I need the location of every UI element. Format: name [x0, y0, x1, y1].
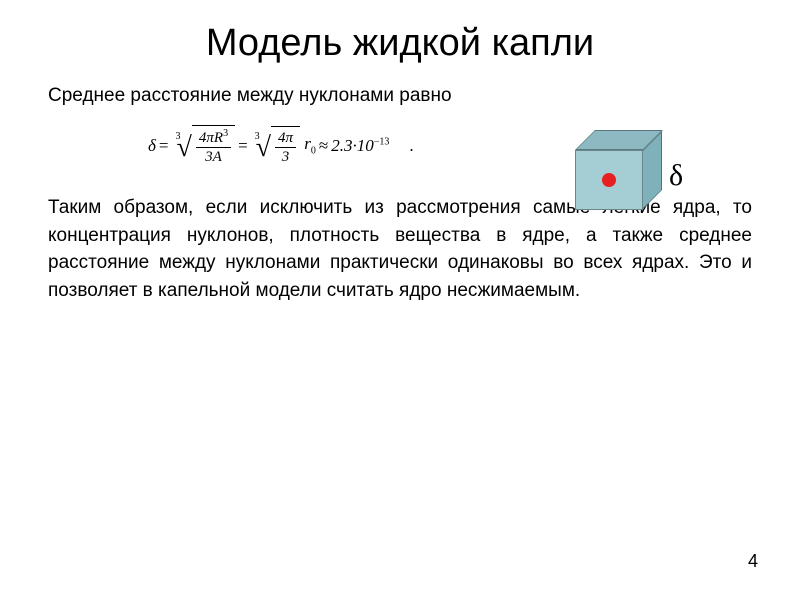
- page-number: 4: [748, 551, 758, 572]
- f1-num-exp: 3: [223, 128, 228, 139]
- cube-root-2: 3 √ 4π 3: [251, 126, 300, 166]
- f2-num-b: π: [286, 130, 294, 146]
- formula-period: .: [389, 136, 413, 156]
- nucleon-dot: [602, 173, 616, 187]
- intro-text: Среднее расстояние между нуклонами равно: [48, 85, 752, 107]
- surd-1: √: [177, 134, 192, 162]
- formula-lhs: δ: [148, 136, 156, 156]
- f2-num-a: 4: [278, 130, 286, 146]
- radicand-1: 4πR3 3A: [192, 125, 235, 166]
- result-value: 2.3·10−13: [331, 136, 389, 156]
- f1-den-a: 3: [205, 149, 213, 165]
- delta-label: δ: [669, 159, 683, 193]
- f1-num-b: π: [206, 130, 214, 146]
- equals-1: =: [156, 136, 172, 156]
- f1-den-b: A: [213, 149, 222, 165]
- cube-shape: [575, 130, 655, 210]
- surd-2: √: [256, 134, 271, 162]
- f1-num-c: R: [214, 130, 223, 146]
- approx: ≈: [316, 136, 331, 156]
- cube-front-face: [575, 150, 643, 210]
- cube-root-1: 3 √ 4πR3 3A: [172, 125, 236, 166]
- f2-den: 3: [279, 148, 293, 166]
- formula: δ = 3 √ 4πR3 3A = 3: [148, 125, 414, 166]
- radicand-2: 4π 3: [271, 126, 300, 166]
- slide-title: Модель жидкой капли: [0, 0, 800, 85]
- equals-2: =: [235, 136, 251, 156]
- value-exp: −13: [374, 136, 390, 147]
- r0: r0: [300, 134, 316, 156]
- frac-1: 4πR3 3A: [196, 128, 231, 166]
- frac-2: 4π 3: [275, 129, 296, 166]
- r0-r: r: [304, 134, 311, 153]
- body-text: Таким образом, если исключить из рассмот…: [48, 194, 752, 304]
- value-main: 2.3·10: [331, 136, 374, 155]
- cube-diagram: δ: [575, 130, 683, 210]
